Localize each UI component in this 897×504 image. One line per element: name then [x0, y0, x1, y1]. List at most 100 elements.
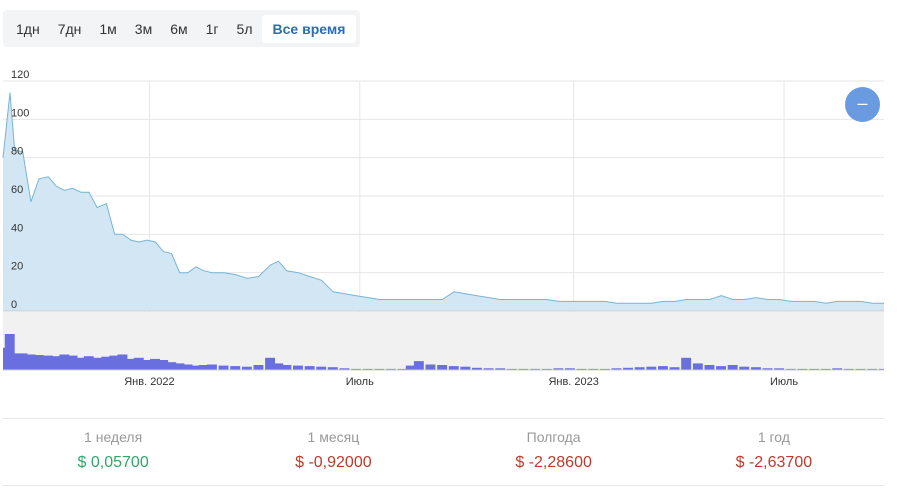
y-axis: 0 20 40 60 80 100 120 — [11, 70, 29, 311]
x-tick-label: Июль — [346, 376, 374, 388]
volume-bar — [855, 368, 866, 370]
stat-1-week: 1 неделя $ 0,05700 — [3, 419, 223, 485]
volume-bar — [83, 356, 94, 370]
volume-bar — [293, 365, 303, 370]
stat-label: 1 год — [757, 429, 790, 445]
volume-bar — [762, 368, 773, 370]
volume-bar — [281, 365, 292, 370]
volume-bar — [109, 355, 120, 370]
volume-bar — [611, 368, 622, 370]
volume-bar — [362, 368, 373, 370]
volume-bar — [460, 366, 471, 370]
price-chart[interactable]: 0 20 40 60 80 100 120 Янв. 2022 Июль Янв. 2023 Ию… — [0, 70, 897, 400]
volume-bar — [797, 368, 808, 370]
price-line — [2, 92, 884, 304]
volume-bar — [101, 356, 112, 370]
volume-bar — [339, 368, 350, 370]
volume-bar — [832, 368, 843, 370]
stat-value: $ -2,63700 — [735, 454, 813, 471]
volume-bar — [182, 364, 193, 370]
stat-value: $ -2,28600 — [515, 454, 592, 471]
volume-bar — [141, 360, 152, 370]
x-tick-label: Июль — [770, 376, 798, 388]
volume-bar — [541, 368, 552, 370]
time-range-selector: 1дн 7дн 1м 3м 6м 1г 5л Все время — [3, 10, 361, 47]
volume-bar — [218, 365, 229, 370]
volume-bar — [374, 368, 385, 370]
volume-bar — [518, 368, 529, 370]
volume-bar — [4, 334, 15, 370]
volume-bar — [198, 365, 209, 370]
y-tick-label: 80 — [11, 146, 23, 158]
volume-bar — [9, 353, 20, 370]
volume-bar — [623, 367, 633, 370]
volume-bar — [739, 366, 750, 370]
range-button-1d[interactable]: 1дн — [16, 20, 40, 37]
range-button-5y[interactable]: 5л — [236, 20, 253, 37]
volume-bar — [304, 366, 315, 370]
range-button-1m[interactable]: 1м — [99, 20, 117, 37]
volume-bar — [273, 363, 284, 370]
volume-bar — [67, 355, 78, 370]
y-tick-label: 0 — [11, 299, 17, 311]
zoom-reset-button[interactable]: – — [845, 87, 880, 122]
stat-1-month: 1 месяц $ -0,92000 — [223, 419, 443, 485]
volume-bar — [646, 366, 657, 370]
stat-label: 1 неделя — [84, 429, 143, 445]
volume-bar — [125, 358, 136, 370]
volume-bar — [727, 365, 738, 370]
volume-bar — [472, 367, 482, 370]
volume-bar — [51, 356, 62, 370]
y-tick-label: 120 — [11, 70, 29, 81]
volume-bar — [253, 365, 264, 370]
y-tick-label: 100 — [11, 107, 29, 119]
volume-bar — [809, 368, 819, 370]
volume-bar — [397, 368, 408, 370]
volume-bar — [867, 368, 878, 370]
stat-1-year: 1 год $ -2,63700 — [664, 419, 884, 485]
volume-bar — [17, 353, 28, 370]
volume-bar — [117, 354, 128, 370]
volume-bar — [774, 368, 785, 370]
volume-bar — [207, 364, 217, 370]
volume-bar — [33, 355, 44, 370]
volume-bar — [425, 364, 436, 370]
volume-bar — [588, 368, 599, 370]
x-tick-label: Янв. 2023 — [548, 376, 598, 388]
volume-bar — [483, 368, 494, 370]
range-button-all-time[interactable]: Все время — [261, 14, 357, 43]
volume-bar — [92, 357, 102, 370]
volume-bar — [133, 357, 144, 370]
volume-bar — [751, 367, 761, 370]
volume-bar — [43, 355, 53, 370]
x-axis: Янв. 2022 Июль Янв. 2023 Июль — [124, 376, 798, 388]
range-button-7d[interactable]: 7дн — [57, 20, 82, 37]
stat-label: Полгода — [526, 429, 581, 445]
volume-bar — [599, 368, 610, 370]
volume-bar — [25, 354, 36, 370]
volume-bar — [351, 368, 361, 370]
range-button-6m[interactable]: 6м — [170, 20, 188, 37]
y-tick-label: 20 — [11, 261, 23, 273]
volume-bar — [230, 366, 241, 370]
stat-half-year: Полгода $ -2,28600 — [444, 419, 664, 485]
volume-bar — [634, 367, 645, 370]
volume-bar — [405, 365, 416, 370]
volume-bar — [241, 366, 252, 370]
volume-bar — [448, 366, 459, 370]
volume-bar — [386, 368, 396, 370]
range-button-1y[interactable]: 1г — [205, 20, 219, 37]
price-area-series — [2, 92, 884, 312]
volume-bar — [820, 368, 831, 370]
volume-bar — [843, 368, 854, 370]
volume-bar — [265, 357, 275, 370]
volume-bar — [692, 363, 703, 370]
volume-bar — [158, 360, 169, 370]
volume-bar — [190, 365, 201, 370]
volume-bar — [437, 365, 448, 370]
range-button-3m[interactable]: 3м — [134, 20, 153, 37]
y-tick-label: 40 — [11, 222, 23, 234]
y-tick-label: 60 — [11, 184, 23, 196]
volume-bar — [785, 368, 796, 370]
x-tick-label: Янв. 2022 — [124, 376, 174, 388]
